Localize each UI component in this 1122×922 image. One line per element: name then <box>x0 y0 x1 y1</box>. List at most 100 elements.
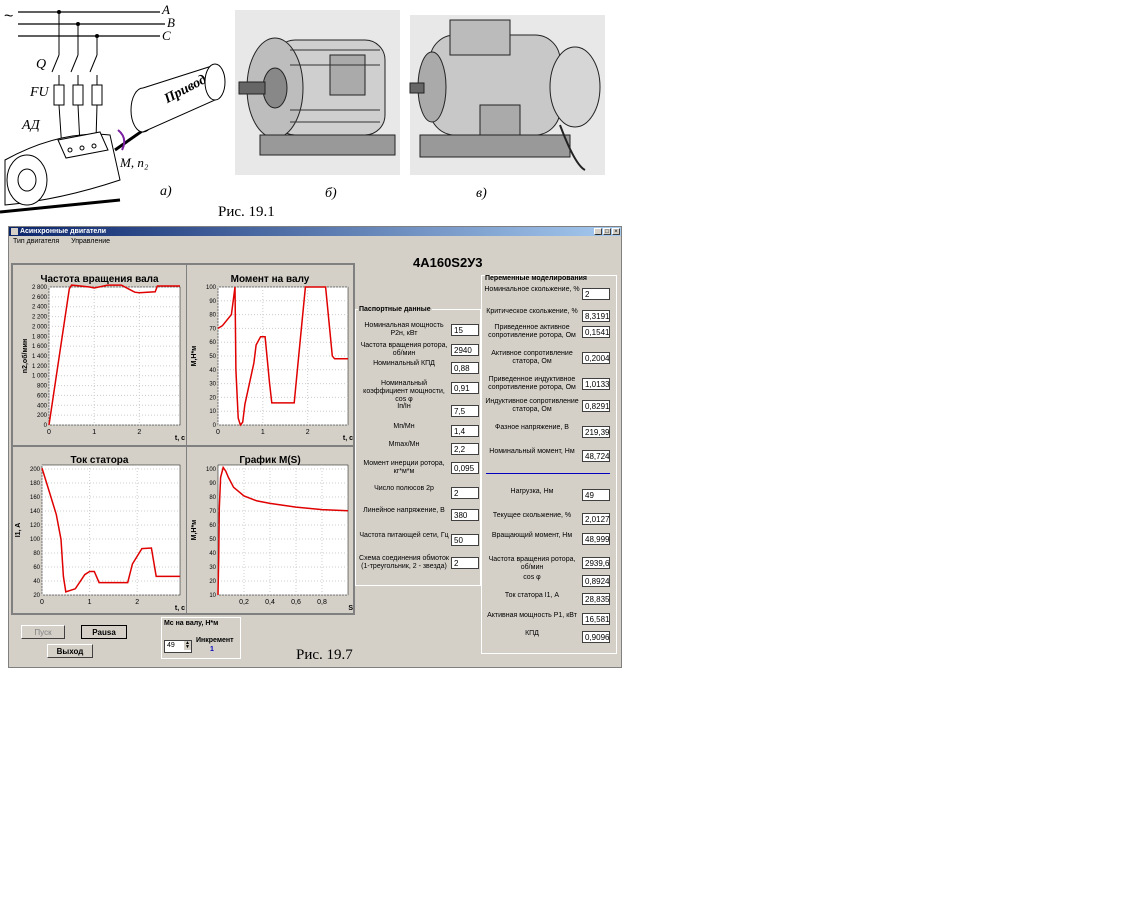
ms-label: Мс на валу, Н*м <box>164 620 219 627</box>
title-bar: Асинхронные двигатели _ □ × <box>9 227 621 236</box>
phase-b-label: B <box>167 15 175 30</box>
passport-value[interactable]: 0,91 <box>451 382 479 394</box>
passport-value[interactable]: 50 <box>451 534 479 546</box>
ms-ytick: 40 <box>209 551 216 557</box>
model-value[interactable]: 16,5813 <box>582 613 610 625</box>
model-value[interactable]: 219,393 <box>582 426 610 438</box>
ms-ytick: 100 <box>206 467 217 473</box>
maximize-button[interactable]: □ <box>603 228 611 235</box>
model-label: Номинальное скольжение, % <box>484 286 580 293</box>
model-label: Частота вращения ротора, об/мин <box>488 556 576 571</box>
motor-type-title: 4А160S2У3 <box>413 255 483 270</box>
model-value[interactable]: 0,20043 <box>582 352 610 364</box>
current-xtick: 2 <box>135 599 139 606</box>
drive-cylinder <box>130 63 226 133</box>
passport-value[interactable]: 0,88 <box>451 362 479 374</box>
menu-control[interactable]: Управление <box>71 238 111 245</box>
torque-ytick: 70 <box>209 326 216 332</box>
model-value[interactable]: 8,31918 <box>582 310 610 322</box>
passport-value[interactable]: 2,2 <box>451 443 479 455</box>
model-label: Номинальный момент, Нм <box>489 448 575 455</box>
ms-xtick: 0,8 <box>317 599 327 606</box>
model-value[interactable]: 0,82910 <box>582 400 610 412</box>
ms-ytick: 10 <box>209 593 216 599</box>
model-value[interactable]: 2939,61 <box>582 557 610 569</box>
figure-caption-19-7: Рис. 19.7 <box>296 647 353 663</box>
subfig-b-label: б) <box>325 186 337 201</box>
model-label: Индуктивное сопротивление статора, Ом <box>485 398 579 413</box>
passport-label: Схема соединения обмоток (1-треугольник,… <box>359 555 449 570</box>
model-panel: Переменные моделирования Номинальное ско… <box>481 275 617 654</box>
load-stepper-value: 49 <box>167 642 175 649</box>
torque-label: M, n₂ <box>120 155 149 170</box>
speed-ytick: 2 200 <box>32 315 48 321</box>
model-value[interactable]: 0,90962 <box>582 631 610 643</box>
passport-label: Номинальный КПД <box>373 360 435 367</box>
current-ytick: 200 <box>30 467 41 473</box>
ms-ylabel: М,Н*м <box>191 520 198 541</box>
torque-ytick: 40 <box>209 368 216 374</box>
model-value[interactable]: 28,8357 <box>582 593 610 605</box>
model-label: Фазное напряжение, В <box>495 424 569 431</box>
model-value[interactable]: 48,7244 <box>582 450 610 462</box>
torque-chart-title: Момент на валу <box>230 274 310 285</box>
model-label: Вращающий момент, Нм <box>491 532 573 539</box>
ms-ytick: 70 <box>209 509 216 515</box>
speed-ytick: 0 <box>44 423 48 429</box>
model-label: Активная мощность P1, кВт <box>487 612 577 619</box>
speed-ytick: 1 600 <box>32 344 48 350</box>
current-xtick: 1 <box>88 599 92 606</box>
model-divider <box>486 473 610 474</box>
model-label: Приведенное индуктивное сопротивление ро… <box>488 376 576 391</box>
model-label: Активное сопротивление статора, Ом <box>491 350 573 365</box>
exit-button[interactable]: Выход <box>47 644 93 658</box>
model-value[interactable]: 49 <box>582 489 610 501</box>
current-ytick: 60 <box>33 565 40 571</box>
passport-label: Частота питающей сети, Гц <box>359 532 449 539</box>
passport-label: Mmax/Mн <box>388 441 420 448</box>
passport-value[interactable]: 2 <box>451 557 479 569</box>
speed-ytick: 600 <box>37 393 48 399</box>
model-value[interactable]: 0,89249 <box>582 575 610 587</box>
ms-ytick: 50 <box>209 537 216 543</box>
passport-title: Паспортные данные <box>358 306 432 313</box>
start-button[interactable]: Пуск <box>21 625 65 639</box>
model-value[interactable]: 0,15418 <box>582 326 610 338</box>
passport-value[interactable]: 2 <box>451 487 479 499</box>
model-label: Критическое скольжение, % <box>486 308 578 315</box>
speed-chart-title: Частота вращения вала <box>40 274 159 285</box>
passport-value[interactable]: 1,4 <box>451 425 479 437</box>
close-button[interactable]: × <box>612 228 620 235</box>
pause-button[interactable]: Pausa <box>81 625 127 639</box>
passport-value[interactable]: 2940 <box>451 344 479 356</box>
speed-ytick: 800 <box>37 384 48 390</box>
torque-ytick: 20 <box>209 395 216 401</box>
passport-value[interactable]: 380 <box>451 509 479 521</box>
model-value[interactable]: 2 <box>582 288 610 300</box>
passport-value[interactable]: 15 <box>451 324 479 336</box>
ms-chart-title: График M(S) <box>239 455 301 466</box>
ms-xtick: 0,2 <box>239 599 249 606</box>
model-value[interactable]: 1,01334 <box>582 378 610 390</box>
model-value[interactable]: 48,9999 <box>582 533 610 545</box>
load-stepper[interactable]: 49 ▲ ▼ <box>164 640 192 653</box>
load-box: Мс на валу, Н*м 49 ▲ ▼ Инкремент 1 <box>161 617 241 659</box>
passport-label: Момент инерции ротора, кг*м*м <box>363 460 445 475</box>
speed-ytick: 1 000 <box>32 374 48 380</box>
passport-value[interactable]: 7,5 <box>451 405 479 417</box>
minimize-button[interactable]: _ <box>594 228 602 235</box>
passport-value[interactable]: 0,095 <box>451 462 479 474</box>
switch-label: Q <box>36 57 47 72</box>
stepper-arrows-icon[interactable]: ▲ ▼ <box>184 640 191 650</box>
tilde: ~ <box>4 8 14 25</box>
ms-ytick: 80 <box>209 495 216 501</box>
model-label: cos φ <box>523 574 541 581</box>
torque-series-line <box>217 286 348 427</box>
speed-ytick: 1 800 <box>32 334 48 340</box>
model-value[interactable]: 2,01279 <box>582 513 610 525</box>
menu-motor-type[interactable]: Тип двигателя <box>13 238 60 245</box>
increment-label: Инкремент <box>196 637 234 644</box>
subfig-a-label: а) <box>160 184 172 199</box>
current-series-line <box>41 467 180 593</box>
